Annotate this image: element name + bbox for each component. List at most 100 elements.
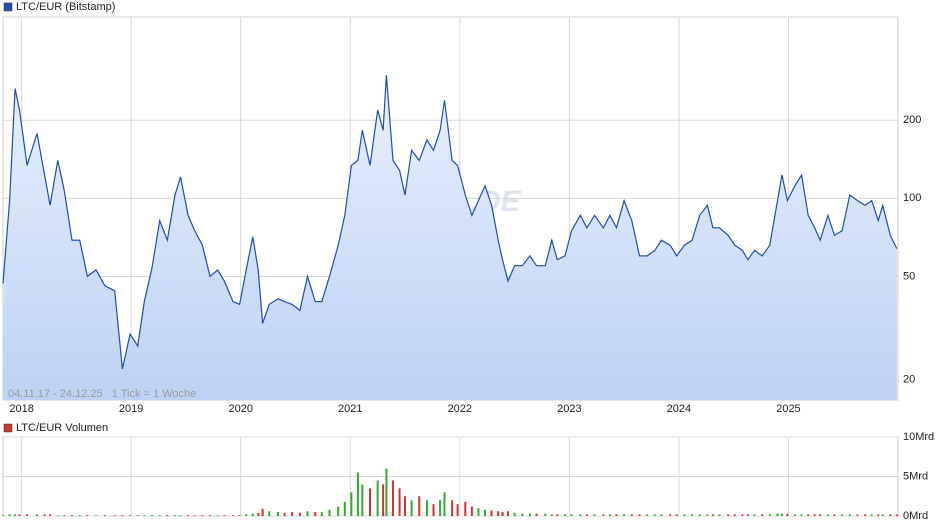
y-tick-label: 0Mrd [903,510,928,522]
volume-bar [881,514,884,516]
legend-swatch [3,423,13,433]
y-tick-label: 200 [903,114,921,126]
volume-bar [780,513,783,516]
volume-bar [870,514,873,516]
volume-bar [889,514,892,516]
volume-bar [35,514,38,516]
x-tick-label: 2024 [667,403,691,415]
volume-bar [18,514,21,516]
volume-bar [608,514,611,516]
volume-bar [121,515,124,516]
volume-bar [320,512,323,516]
volume-bar [209,515,212,516]
volume-bar [63,515,66,516]
volume-bar [456,504,459,516]
volume-bar [432,504,435,516]
volume-bar [368,488,371,516]
volume-bar [741,514,744,516]
volume-bar [314,512,317,516]
volume-bar [410,500,413,516]
volume-bar [544,513,547,516]
volume-bar [257,512,260,516]
volume-bar [864,514,867,516]
volume-bar [746,514,749,516]
volume-bar [238,515,241,516]
x-tick-label: 2021 [338,403,362,415]
volume-bar [856,514,859,516]
volume-bar [521,513,524,516]
volume-bar [623,514,626,516]
volume-bar [556,514,559,516]
volume-bar [129,515,132,516]
volume-bar [895,514,898,516]
volume-bar [776,513,779,516]
volume-bar [501,512,504,516]
volume-bar [350,492,353,516]
volume-bar [150,515,153,516]
volume-bar [443,492,446,516]
volume-bar [56,515,59,516]
volume-bar [103,515,106,516]
volume-bar [86,515,89,516]
volume-bar [761,514,764,516]
volume-bar [507,511,510,516]
volume-bar [794,514,797,516]
volume-bar [78,515,81,516]
volume-bar [638,514,641,516]
x-tick-label: 2019 [119,403,143,415]
volume-bar [675,514,678,516]
volume-bar [356,472,359,516]
volume-bar [337,506,340,516]
x-tick-label: 2022 [448,403,472,415]
volume-bar [113,515,116,516]
volume-bar [768,514,771,516]
volume-bar [711,514,714,516]
x-tick-label: 2018 [9,403,33,415]
volume-bar [298,512,301,516]
volume-bar [143,515,146,516]
volume-bar [706,514,709,516]
volume-bar [602,514,605,516]
volume-bar [579,514,582,516]
volume-bar [451,500,454,516]
volume-bar [470,506,473,516]
volume-bar [800,514,803,516]
y-tick-label: 10Mrd [903,431,934,443]
volume-bar [201,515,204,516]
volume-bar [570,514,573,516]
legend-label: LTC/EUR (Bitstamp) [16,1,115,13]
volume-bar [484,509,487,516]
x-tick-label: 2025 [776,403,800,415]
volume-bar [268,511,271,516]
volume-bar [646,514,649,516]
volume-bar [497,511,500,516]
volume-bar [251,513,254,516]
volume-bar [2,515,4,516]
volume-bar [813,514,816,516]
volume-bar [630,514,633,516]
y-tick-label: 5Mrd [903,470,928,482]
volume-bar [328,509,331,516]
volume-bar [563,514,566,516]
volume-bar [786,513,789,516]
volume-bar [653,514,656,516]
x-tick-label: 2023 [557,403,581,415]
volume-bar [615,514,618,516]
volume-bar [733,514,736,516]
y-tick-label: 50 [903,270,915,282]
volume-bar [593,514,596,516]
volume-bar [95,515,98,516]
volume-bar [391,480,394,516]
volume-bar [361,484,364,516]
volume-bar [276,512,279,516]
volume-bar [513,512,516,516]
volume-bar [216,515,219,516]
volume-bar [261,508,264,516]
volume-bar [528,513,531,516]
volume-bar [550,514,553,516]
volume-bar [166,515,169,516]
volume-bar [136,515,139,516]
volume-bar [807,514,810,516]
volume-bar [718,514,721,516]
volume-bar [490,510,493,516]
